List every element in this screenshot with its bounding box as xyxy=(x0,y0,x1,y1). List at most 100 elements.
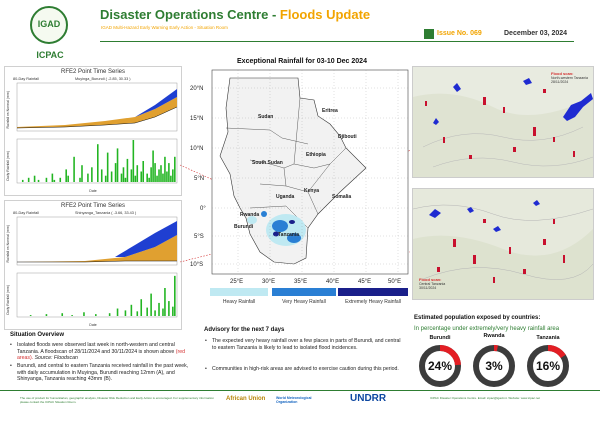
bullet-dot-icon: • xyxy=(10,363,12,369)
panel-b-daily-bar xyxy=(150,293,152,316)
situation-b2-text: Burundi, and central to eastern Tanzania… xyxy=(17,363,189,383)
flood-scan-1-date: 28/11/2024 xyxy=(551,80,569,84)
advisory-title: Advisory for the next 7 days xyxy=(204,327,285,333)
panel-a-daily-bar xyxy=(45,177,48,182)
panel-b-daily-bar xyxy=(108,313,111,316)
wmo-logo: World Meteorological Organization xyxy=(276,396,312,404)
flood-scan-2-caption: Flood scan: Central Tanzania 30/11/2024 xyxy=(419,277,445,290)
panel-a-daily-bar xyxy=(51,173,54,182)
panel-a-daily-bar xyxy=(164,156,166,182)
panel-a-daily-bar xyxy=(100,169,103,182)
issue-date: December 03, 2024 xyxy=(504,30,568,37)
lon-label-40e: 40°E xyxy=(326,279,339,285)
rainfall-patches xyxy=(247,211,306,246)
panel-a-daily-bar xyxy=(114,163,117,182)
panel-a-daily-bar xyxy=(126,158,129,182)
issue-number: Issue No. 069 xyxy=(437,30,482,37)
panel-a-daily-bar xyxy=(134,175,137,182)
population-title: Estimated population exposed by countrie… xyxy=(414,315,541,321)
panel-a-daily-bar xyxy=(27,177,30,182)
country-eritrea: Eritrea xyxy=(322,108,338,114)
map-title: Exceptional Rainfall for 03-10 Dec 2024 xyxy=(237,58,367,65)
panel-a-title: RFE2 Point Time Series xyxy=(60,69,126,75)
panel-a-daily-bar xyxy=(67,175,69,182)
flood-scan-2-label: Flood scan: xyxy=(419,277,442,282)
donut-name-rwanda: Rwanda xyxy=(483,333,505,339)
situation-bullet-1: • Isolated floods were observed last week… xyxy=(10,342,197,362)
panel-b-xlabel: Date xyxy=(89,323,97,327)
flood-scan-image-1: Flood scan: North-western Tanzania 28/11/2… xyxy=(412,66,594,178)
panel-a-daily-bar xyxy=(168,163,170,182)
flood-scan-1-place: North-western Tanzania xyxy=(551,76,588,80)
panel-b-daily-bar xyxy=(130,304,133,316)
panel-a-daily-bar xyxy=(154,163,156,182)
panel-b-title: RFE2 Point Time Series xyxy=(60,203,126,209)
panel-a-chart xyxy=(16,82,178,184)
panel-a-daily-bar xyxy=(136,165,139,182)
panel-a-daily-bar xyxy=(174,156,176,182)
time-series-panel-a: RFE2 Point Time Series 80-Day Rainfall M… xyxy=(4,66,182,196)
panel-a-bars xyxy=(21,140,176,182)
situation-b1-red: (red areas). xyxy=(17,348,185,362)
panel-b-daily-bar xyxy=(29,315,32,316)
issue-square-icon xyxy=(424,29,434,39)
flood-scan-1-texture xyxy=(413,67,594,177)
panel-a-daily-bar xyxy=(148,177,150,182)
lat-label-15n: 15°N xyxy=(190,116,203,122)
panel-b-accum-chart xyxy=(16,216,178,266)
legend-swatch-extreme xyxy=(338,288,408,296)
flood-scan-1-label: Flood scan: xyxy=(551,71,574,76)
igad-logo-text: IGAD xyxy=(37,19,61,29)
panel-b-daily-bar xyxy=(83,312,85,316)
page-title: Disaster Operations Centre - Floods Upda… xyxy=(100,7,370,22)
panel-a-daily-bar xyxy=(106,152,109,182)
panel-a-daily-bar xyxy=(150,167,152,182)
title-part1: Disaster Operations Centre - xyxy=(100,7,280,22)
panel-a-daily-bar xyxy=(91,167,93,182)
flood-scan-1-caption: Flood scan: North-western Tanzania 28/11/2… xyxy=(551,71,588,84)
panel-a-daily-bar xyxy=(152,150,154,182)
flood-scan-2-place: Central Tanzania xyxy=(419,282,446,286)
panel-a-daily-bar xyxy=(156,175,158,182)
panel-b-right-label: Shinyanga_Tanzania ( -3.66, 33.43 ) xyxy=(75,211,137,215)
header-divider xyxy=(100,41,574,42)
rainfall-map: 20°N 15°N 10°N 5°N 0° 5°S 10°S 25°E 30°E… xyxy=(190,69,409,285)
panel-a-daily-bar xyxy=(97,144,99,182)
country-ethiopia: Ethiopia xyxy=(306,152,326,158)
donut-arc-burundi xyxy=(419,345,461,387)
panel-a-daily-bar xyxy=(122,167,125,182)
panel-b-daily-bar xyxy=(45,314,48,316)
legend-swatch-heavy xyxy=(210,288,268,296)
panel-b-daily-bar xyxy=(172,306,174,316)
lon-label-45e: 45°E xyxy=(358,279,371,285)
title-part2: Floods Update xyxy=(279,7,371,22)
panel-b-daily-bar xyxy=(140,299,143,316)
panel-a-daily-bar xyxy=(140,171,143,182)
lat-label-10n: 10°N xyxy=(190,146,203,152)
panel-a-daily-bar xyxy=(146,173,148,182)
donut-pct-rwanda: 3% xyxy=(485,359,503,373)
donut-pct-tanzania: 16% xyxy=(535,359,561,373)
panel-a-accum-chart xyxy=(16,82,178,132)
panel-a-daily-bar xyxy=(132,140,135,182)
panel-a-xlabel: Date xyxy=(89,189,97,193)
situation-b1-source: Source: Floodscan xyxy=(33,355,78,362)
donut-arc-tanzania xyxy=(527,345,569,387)
lat-label-0: 0° xyxy=(200,206,206,212)
time-series-panel-b: RFE2 Point Time Series 80-Day Rainfall S… xyxy=(4,200,182,330)
situation-b1-pre: Isolated floods were observed last week … xyxy=(17,342,176,355)
panel-a-daily-bar xyxy=(120,173,123,182)
panel-b-daily-bar xyxy=(168,301,170,316)
igad-logo: IGAD xyxy=(30,6,68,44)
lat-label-5s: 5°S xyxy=(194,234,204,240)
bullet-dot-icon: • xyxy=(205,366,207,372)
icpac-label: ICPAC xyxy=(36,50,64,60)
panel-a-daily-bar xyxy=(166,171,168,182)
country-kenya: Kenya xyxy=(304,188,319,194)
panel-a-daily-bar xyxy=(33,175,36,182)
advisory-b2-text: Communities in high-risk areas are advis… xyxy=(212,366,399,372)
lon-label-30e: 30°E xyxy=(262,279,275,285)
panel-a-daily-bar xyxy=(53,179,56,182)
panel-a-daily-bar xyxy=(160,165,162,182)
panel-a-daily-bar xyxy=(158,169,160,182)
